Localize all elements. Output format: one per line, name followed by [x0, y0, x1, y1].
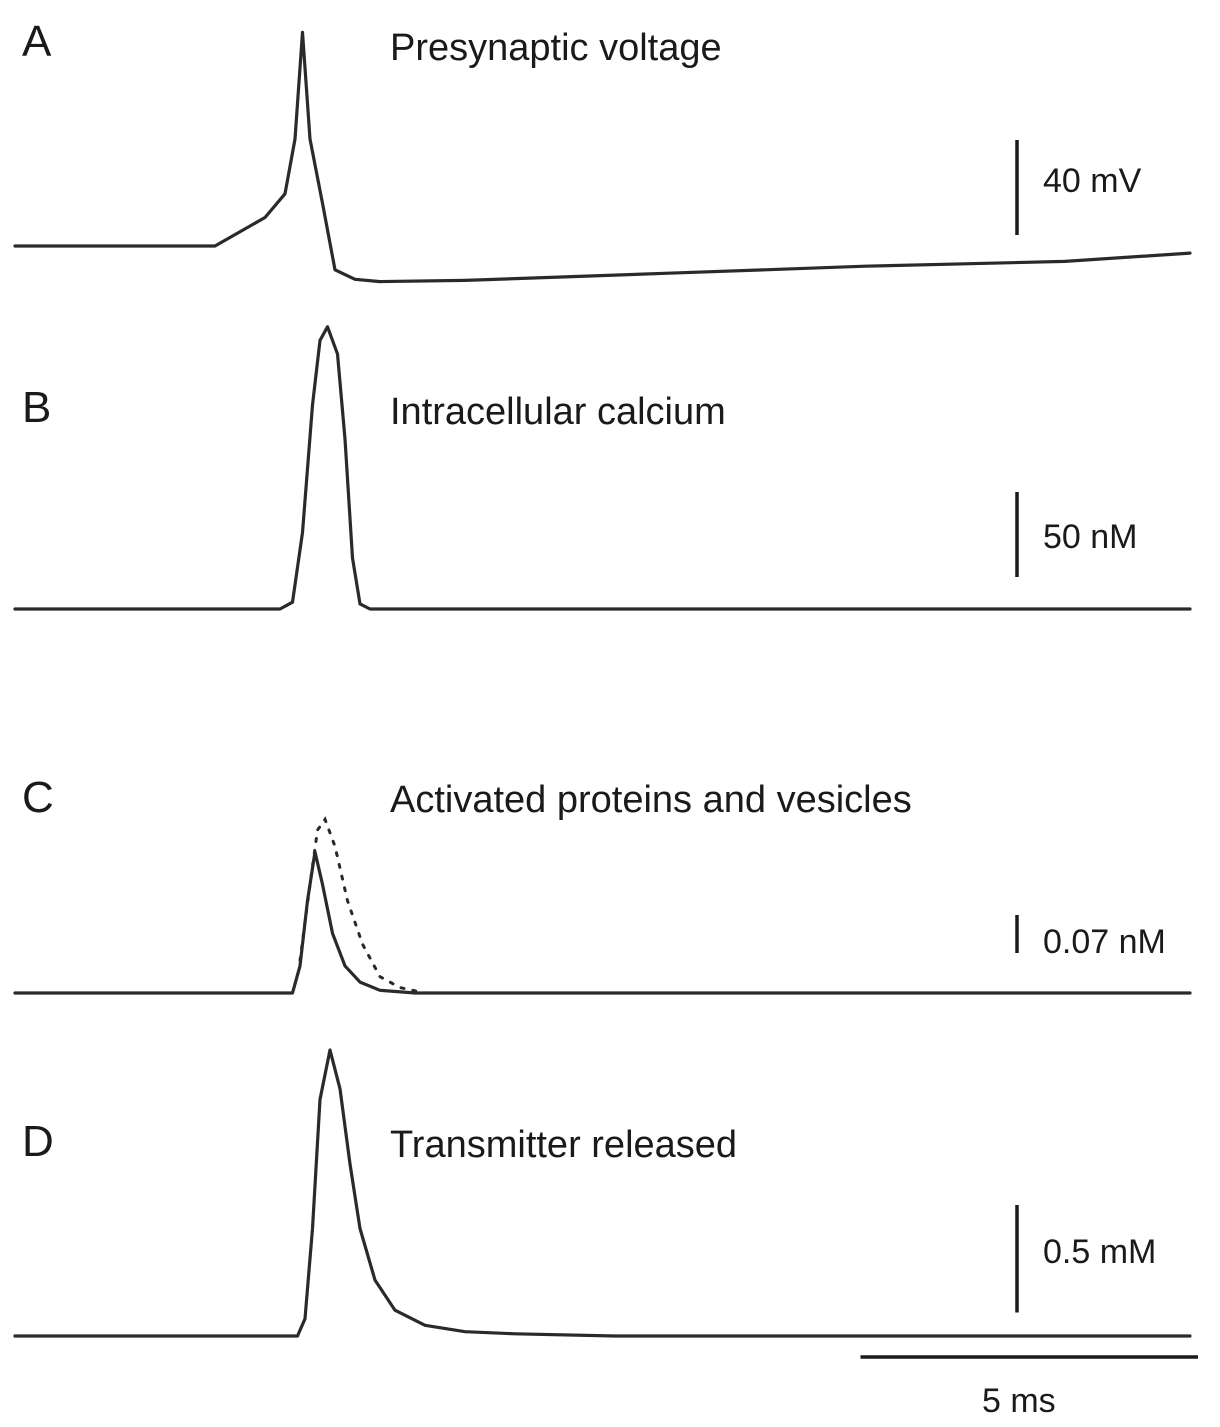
panel-title-c: Activated proteins and vesicles: [390, 779, 912, 821]
scale-label-d: 0.5 mM: [1043, 1233, 1156, 1271]
panel-title-a: Presynaptic voltage: [390, 27, 722, 69]
panel-letter-b: B: [22, 383, 51, 432]
scale-label-c: 0.07 nM: [1043, 923, 1166, 961]
panel-d: D Transmitter released 0.5 mM: [13, 1048, 1192, 1338]
panel-letter-a: A: [22, 17, 52, 66]
time-scale-label: 5 ms: [982, 1382, 1056, 1420]
panel-c: C Activated proteins and vesicles 0.07 n…: [13, 773, 1192, 995]
panel-letter-d: D: [22, 1117, 54, 1166]
panel-title-d: Transmitter released: [390, 1124, 737, 1166]
time-scale: 5 ms: [860, 1355, 1198, 1420]
trace-activated-proteins: [13, 850, 1192, 995]
trace-intracellular-calcium: [13, 325, 1192, 611]
panel-b: B Intracellular calcium 50 nM: [13, 325, 1192, 611]
panel-a: A Presynaptic voltage 40 mV: [13, 17, 1192, 284]
scale-label-a: 40 mV: [1043, 162, 1142, 200]
panel-letter-c: C: [22, 773, 54, 822]
trace-activated-vesicles: [298, 816, 427, 995]
trace-transmitter-released: [13, 1048, 1192, 1338]
scale-label-b: 50 nM: [1043, 518, 1138, 556]
panel-title-b: Intracellular calcium: [390, 391, 726, 433]
trace-presynaptic-voltage: [13, 30, 1192, 284]
